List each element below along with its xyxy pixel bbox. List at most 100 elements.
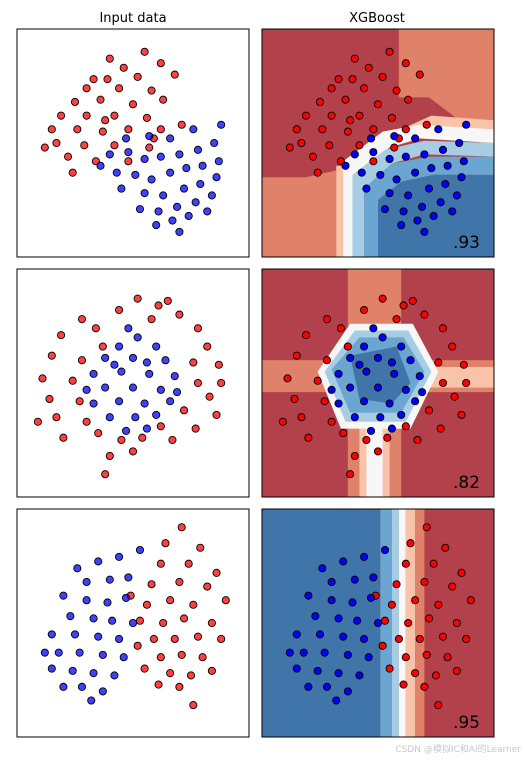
red-point bbox=[457, 410, 466, 419]
red-point bbox=[57, 111, 66, 120]
input-points bbox=[40, 523, 230, 710]
red-point bbox=[135, 616, 145, 625]
blue-point bbox=[436, 198, 445, 207]
blue-point bbox=[427, 164, 436, 173]
red-point bbox=[147, 86, 156, 95]
red-point bbox=[217, 634, 226, 644]
blue-point bbox=[390, 132, 399, 141]
blue-point bbox=[89, 369, 98, 378]
red-point bbox=[47, 351, 56, 360]
blue-point bbox=[70, 630, 80, 639]
blue-point bbox=[360, 397, 369, 406]
blue-point bbox=[313, 666, 322, 675]
red-point bbox=[429, 559, 438, 568]
input-points bbox=[33, 294, 226, 479]
blue-point bbox=[47, 664, 56, 673]
red-point bbox=[285, 143, 294, 152]
red-point bbox=[75, 397, 84, 406]
red-point bbox=[142, 600, 151, 609]
red-point bbox=[462, 378, 471, 388]
blue-point bbox=[140, 154, 149, 164]
red-point bbox=[193, 378, 203, 388]
red-point bbox=[207, 618, 216, 628]
blue-point bbox=[156, 385, 165, 394]
blue-point bbox=[397, 221, 406, 230]
red-point bbox=[325, 141, 334, 150]
blue-point bbox=[142, 424, 151, 433]
red-point bbox=[322, 315, 332, 324]
blue-point bbox=[311, 612, 320, 621]
red-point bbox=[189, 701, 198, 710]
blue-point bbox=[350, 575, 359, 584]
blue-point bbox=[378, 333, 387, 342]
blue-point bbox=[124, 324, 133, 333]
blue-point bbox=[110, 671, 119, 680]
red-point bbox=[175, 682, 184, 691]
blue-point bbox=[348, 598, 357, 607]
red-point bbox=[401, 653, 410, 662]
blue-point bbox=[59, 682, 68, 691]
blue-point bbox=[128, 353, 138, 362]
red-point bbox=[413, 435, 422, 445]
red-point bbox=[438, 632, 448, 641]
blue-point bbox=[452, 191, 461, 200]
blue-point bbox=[346, 353, 355, 362]
blue-point bbox=[366, 426, 376, 435]
red-point bbox=[297, 138, 306, 148]
blue-point bbox=[47, 630, 56, 639]
blue-point bbox=[334, 614, 343, 623]
red-point bbox=[278, 417, 287, 426]
blue-point bbox=[128, 383, 138, 392]
red-point bbox=[196, 543, 205, 552]
blue-point bbox=[173, 388, 182, 397]
red-point bbox=[380, 616, 390, 625]
red-point bbox=[387, 600, 396, 609]
red-point bbox=[101, 116, 110, 125]
blue-point bbox=[207, 191, 216, 200]
blue-point bbox=[166, 397, 175, 406]
red-point bbox=[422, 523, 431, 532]
blue-point bbox=[121, 426, 131, 435]
blue-point bbox=[212, 173, 221, 182]
red-point bbox=[77, 315, 87, 324]
red-point bbox=[198, 653, 207, 662]
red-point bbox=[203, 582, 212, 591]
red-point bbox=[343, 342, 352, 351]
model-points bbox=[285, 47, 471, 236]
blue-point bbox=[87, 696, 96, 705]
blue-point bbox=[397, 410, 406, 419]
blue-point bbox=[101, 353, 110, 362]
blue-point bbox=[390, 369, 399, 378]
red-point bbox=[159, 95, 168, 104]
red-point bbox=[77, 356, 87, 365]
blue-point bbox=[455, 138, 464, 148]
red-point bbox=[436, 424, 445, 433]
red-point bbox=[424, 614, 434, 623]
red-point bbox=[390, 143, 399, 152]
red-point bbox=[308, 152, 318, 161]
red-point bbox=[96, 95, 105, 104]
blue-point bbox=[369, 324, 378, 333]
blue-point bbox=[418, 202, 427, 211]
blue-point bbox=[210, 138, 219, 148]
blue-point bbox=[133, 333, 142, 342]
blue-point bbox=[380, 545, 390, 555]
blue-point bbox=[170, 372, 179, 381]
red-point bbox=[360, 305, 369, 315]
red-point bbox=[336, 324, 345, 333]
red-point bbox=[105, 451, 114, 461]
blue-point bbox=[82, 385, 91, 394]
red-point bbox=[91, 324, 100, 333]
decision-region bbox=[391, 509, 399, 737]
red-point bbox=[355, 111, 364, 120]
red-point bbox=[159, 618, 168, 628]
red-point bbox=[304, 433, 313, 442]
blue-point bbox=[327, 385, 336, 394]
blue-point bbox=[339, 632, 348, 641]
blue-point bbox=[140, 189, 149, 198]
blue-point bbox=[355, 671, 364, 680]
model-points bbox=[278, 294, 471, 479]
blue-point bbox=[343, 650, 352, 659]
blue-point bbox=[399, 207, 408, 216]
red-point bbox=[373, 447, 383, 456]
